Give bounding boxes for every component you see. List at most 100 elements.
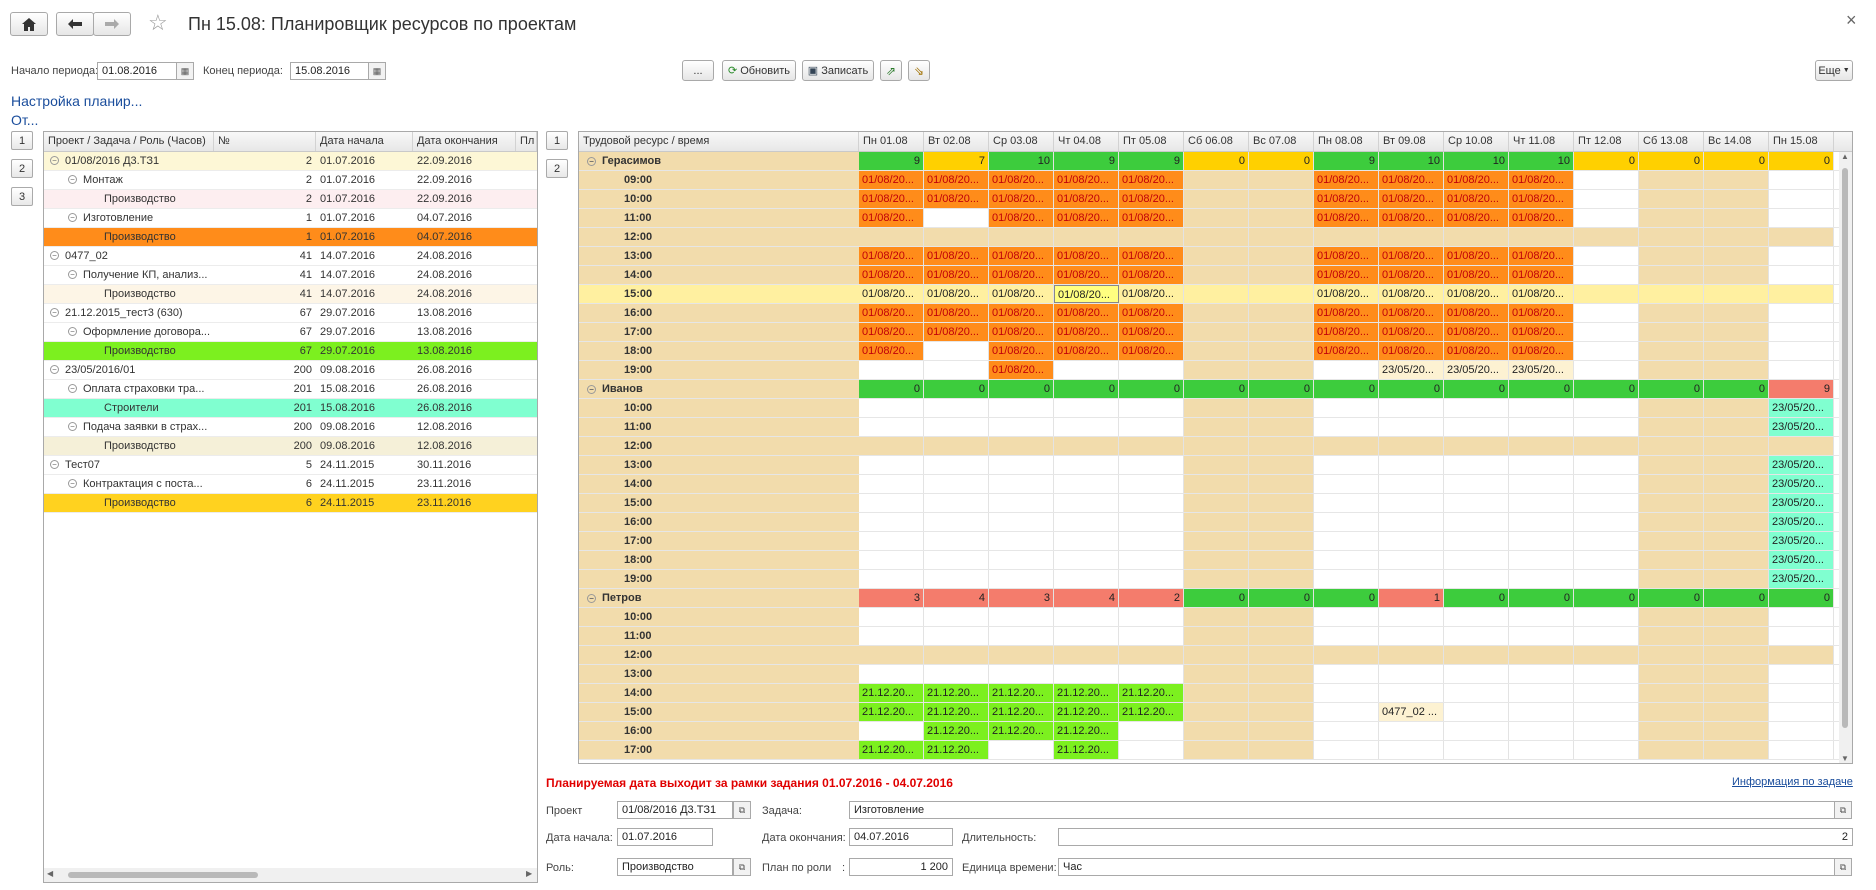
schedule-cell[interactable]: 01/08/20... — [1314, 247, 1379, 265]
schedule-cell[interactable] — [1639, 399, 1704, 417]
save-button[interactable]: ▣ Записать — [802, 60, 874, 81]
schedule-cell[interactable]: 01/08/20... — [989, 304, 1054, 322]
home-button[interactable] — [10, 12, 48, 36]
load-cell[interactable]: 0 — [989, 380, 1054, 398]
schedule-cell[interactable]: 01/08/20... — [1509, 209, 1574, 227]
schedule-cell[interactable] — [1509, 513, 1574, 531]
schedule-cell[interactable] — [1119, 570, 1184, 588]
schedule-cell[interactable] — [1704, 665, 1769, 683]
schedule-cell[interactable] — [1314, 532, 1379, 550]
load-cell[interactable]: 0 — [1249, 380, 1314, 398]
schedule-cell[interactable] — [1314, 494, 1379, 512]
hour-row[interactable]: 18:00 23/05/20... — [579, 551, 1852, 570]
schedule-cell[interactable] — [1769, 209, 1834, 227]
schedule-cell[interactable]: 01/08/20... — [1444, 247, 1509, 265]
schedule-cell[interactable] — [1314, 456, 1379, 474]
schedule-cell[interactable] — [1184, 665, 1249, 683]
forward-button[interactable] — [93, 12, 131, 36]
schedule-cell[interactable]: 01/08/20... — [989, 266, 1054, 284]
schedule-cell[interactable] — [1704, 247, 1769, 265]
schedule-cell[interactable]: 23/05/20... — [1769, 570, 1834, 588]
schedule-cell[interactable]: 21.12.20... — [989, 684, 1054, 702]
schedule-cell[interactable] — [1314, 665, 1379, 683]
schedule-cell[interactable] — [1639, 304, 1704, 322]
schedule-cell[interactable] — [1184, 361, 1249, 379]
schedule-cell[interactable]: 21.12.20... — [989, 722, 1054, 740]
schedule-cell[interactable] — [1119, 722, 1184, 740]
load-cell[interactable]: 0 — [1444, 589, 1509, 607]
schedule-cell[interactable] — [1639, 247, 1704, 265]
schedule-cell[interactable]: 23/05/20... — [1444, 361, 1509, 379]
schedule-cell[interactable] — [1574, 475, 1639, 493]
schedule-cell[interactable] — [1249, 665, 1314, 683]
role-field[interactable]: Производство — [617, 858, 733, 876]
tree-row[interactable]: −23/05/2016/01 200 09.08.2016 26.08.2016 — [44, 361, 537, 380]
schedule-cell[interactable] — [1444, 741, 1509, 759]
schedule-cell[interactable]: 01/08/20... — [1314, 209, 1379, 227]
schedule-cell[interactable]: 01/08/20... — [1314, 190, 1379, 208]
schedule-cell[interactable] — [859, 228, 924, 246]
schedule-cell[interactable]: 01/08/20... — [1119, 285, 1184, 303]
schedule-cell[interactable] — [1249, 437, 1314, 455]
schedule-cell[interactable] — [1184, 608, 1249, 626]
report-link[interactable]: От... — [11, 112, 39, 128]
schedule-cell[interactable] — [1119, 551, 1184, 569]
schedule-cell[interactable] — [1184, 304, 1249, 322]
schedule-cell[interactable] — [1249, 171, 1314, 189]
schedule-cell[interactable]: 23/05/20... — [1509, 361, 1574, 379]
hour-row[interactable]: 12:00 — [579, 646, 1852, 665]
schedule-cell[interactable] — [1639, 418, 1704, 436]
schedule-cell[interactable] — [924, 209, 989, 227]
schedule-cell[interactable] — [859, 532, 924, 550]
load-cell[interactable]: 7 — [924, 152, 989, 170]
schedule-cell[interactable] — [1769, 266, 1834, 284]
schedule-cell[interactable] — [1704, 551, 1769, 569]
schedule-cell[interactable] — [1249, 456, 1314, 474]
schedule-cell[interactable]: 01/08/20... — [989, 285, 1054, 303]
schedule-cell[interactable] — [1314, 551, 1379, 569]
schedule-cell[interactable] — [1119, 627, 1184, 645]
schedule-cell[interactable] — [1574, 247, 1639, 265]
grid-vscrollbar[interactable]: ▲ ▼ — [1839, 152, 1852, 763]
schedule-cell[interactable] — [1639, 646, 1704, 664]
day-header[interactable]: Вт 02.08 — [924, 132, 989, 151]
schedule-cell[interactable] — [1769, 665, 1834, 683]
hour-row[interactable]: 19:00 23/05/20... — [579, 570, 1852, 589]
hour-row[interactable]: 12:00 — [579, 437, 1852, 456]
schedule-cell[interactable] — [1509, 551, 1574, 569]
schedule-cell[interactable]: 01/08/20... — [1444, 171, 1509, 189]
schedule-cell[interactable] — [1574, 513, 1639, 531]
scroll-left-arrow[interactable]: ◀ — [47, 869, 54, 878]
schedule-cell[interactable] — [1704, 722, 1769, 740]
schedule-cell[interactable] — [1639, 684, 1704, 702]
schedule-cell[interactable] — [1509, 437, 1574, 455]
load-cell[interactable]: 10 — [1509, 152, 1574, 170]
schedule-cell[interactable]: 23/05/20... — [1769, 532, 1834, 550]
schedule-cell[interactable] — [1379, 684, 1444, 702]
schedule-cell[interactable] — [1704, 171, 1769, 189]
tree-row[interactable]: Производство 67 29.07.2016 13.08.2016 — [44, 342, 537, 361]
schedule-cell[interactable] — [1314, 361, 1379, 379]
schedule-cell[interactable]: 01/08/20... — [859, 342, 924, 360]
schedule-cell[interactable] — [1444, 722, 1509, 740]
schedule-cell[interactable] — [1184, 684, 1249, 702]
schedule-cell[interactable] — [1509, 228, 1574, 246]
tree-row[interactable]: − Монтаж 2 01.07.2016 22.09.2016 — [44, 171, 537, 190]
load-cell[interactable]: 4 — [924, 589, 989, 607]
schedule-cell[interactable] — [1249, 513, 1314, 531]
schedule-cell[interactable] — [1509, 456, 1574, 474]
schedule-cell[interactable] — [859, 475, 924, 493]
tree-row[interactable]: Производство 6 24.11.2015 23.11.2016 — [44, 494, 537, 513]
schedule-cell[interactable] — [1769, 703, 1834, 721]
end-date-field[interactable]: 04.07.2016 — [849, 828, 953, 846]
load-cell[interactable]: 0 — [1574, 589, 1639, 607]
schedule-cell[interactable]: 01/08/20... — [924, 285, 989, 303]
collapse-icon[interactable]: − — [68, 175, 77, 185]
schedule-cell[interactable] — [1184, 247, 1249, 265]
schedule-cell[interactable]: 01/08/20... — [1119, 304, 1184, 322]
load-cell[interactable]: 10 — [989, 152, 1054, 170]
day-header[interactable]: Сб 13.08 — [1639, 132, 1704, 151]
schedule-cell[interactable] — [1574, 703, 1639, 721]
schedule-cell[interactable] — [1314, 703, 1379, 721]
schedule-cell[interactable] — [859, 722, 924, 740]
